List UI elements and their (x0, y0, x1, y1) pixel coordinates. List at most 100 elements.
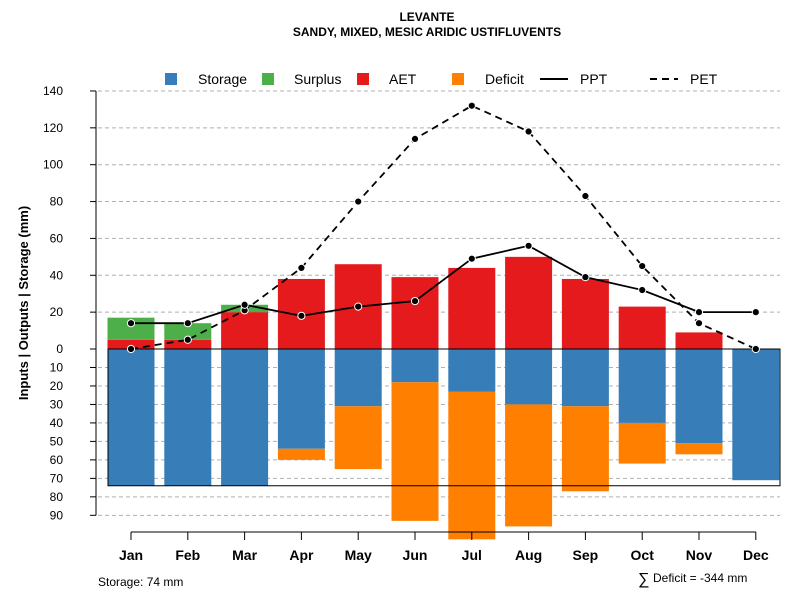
storage-capacity-box (107, 348, 781, 487)
storage-bar (107, 349, 155, 486)
lines (126, 101, 760, 354)
chart-subtitle: SANDY, MIXED, MESIC ARIDIC USTIFLUVENTS (293, 25, 561, 39)
y-tick-label: 100 (43, 158, 63, 172)
bars (107, 256, 780, 540)
chart-title: LEVANTE (399, 10, 454, 24)
pet-point (467, 101, 476, 110)
storage-capacity-outline (107, 348, 781, 487)
deficit-bar (505, 404, 553, 527)
legend-label-pet: PET (690, 71, 718, 87)
storage-bar (277, 349, 325, 449)
aet-bar (675, 332, 723, 349)
ppt-point (297, 311, 306, 320)
y-tick-label: 60 (50, 231, 64, 245)
y-tick-label: 80 (50, 195, 64, 209)
deficit-sum-symbol: ∑ (638, 571, 649, 588)
ppt-point (751, 308, 760, 317)
y-tick-label: 0 (56, 342, 63, 356)
y-tick-label: 30 (50, 397, 64, 411)
aet-bar (164, 339, 212, 349)
aet-bar (505, 256, 553, 349)
storage-bar (448, 349, 496, 392)
deficit-bar (675, 443, 723, 455)
y-tick-label: 120 (43, 121, 63, 135)
legend: Storage Surplus AET Deficit PPT PET (165, 71, 718, 87)
y-tick-label: 80 (50, 490, 64, 504)
legend-swatch-surplus (262, 73, 274, 85)
deficit-bar (334, 406, 382, 470)
storage-bar (334, 349, 382, 407)
deficit-note: Deficit = -344 mm (653, 571, 747, 585)
ppt-point (467, 254, 476, 263)
storage-bar (391, 349, 439, 383)
pet-point (354, 197, 363, 206)
ppt-line (131, 244, 756, 325)
aet-bar (561, 278, 609, 349)
pet-point (410, 134, 420, 143)
aet-bar (221, 312, 269, 349)
x-tick-label: Feb (175, 547, 200, 563)
axes: 0 20 40 60 80 100 120 140 10 20 30 40 50 60 70 80 90 Jan F… (43, 84, 769, 563)
legend-label-deficit: Deficit (485, 71, 524, 87)
x-tick-label: Nov (686, 547, 713, 563)
pet-point (581, 191, 590, 201)
storage-bar (164, 349, 212, 486)
y-tick-label: 40 (50, 268, 64, 282)
x-tick-label: Jan (119, 547, 143, 563)
pet-point (183, 335, 192, 344)
pet-point (297, 263, 306, 273)
ppt-point (410, 296, 420, 306)
x-tick-label: May (345, 547, 372, 563)
ppt-point (581, 273, 590, 282)
storage-bar (221, 349, 269, 486)
y-tick-label: 20 (50, 379, 64, 393)
surplus-bar (164, 323, 212, 340)
deficit-bar (448, 391, 496, 540)
ppt-point (354, 302, 363, 311)
storage-note: Storage: 74 mm (98, 575, 183, 589)
x-tick-label: Dec (743, 547, 769, 563)
storage-bar (732, 349, 780, 481)
x-tick-label: Mar (232, 547, 257, 563)
y-tick-label: 40 (50, 416, 64, 430)
y-tick-label: 20 (50, 305, 64, 319)
x-tick-label: Aug (515, 547, 542, 563)
x-tick-label: Jun (403, 547, 428, 563)
pet-point (524, 127, 533, 136)
storage-bar (505, 349, 553, 405)
x-tick-label: Jul (462, 547, 482, 563)
legend-label-storage: Storage (198, 71, 247, 87)
y-tick-label: 140 (43, 84, 63, 98)
aet-bar (448, 267, 496, 349)
legend-label-aet: AET (389, 71, 417, 87)
x-tick-label: Apr (289, 547, 314, 563)
x-tick-label: Sep (573, 547, 599, 563)
aet-bar (618, 306, 666, 349)
y-tick-label: 10 (50, 360, 64, 374)
y-tick-label: 70 (50, 471, 64, 485)
legend-swatch-aet (357, 73, 369, 85)
deficit-bar (391, 382, 439, 521)
deficit-bar (277, 448, 325, 460)
y-tick-label: 90 (50, 508, 64, 522)
pet-point (751, 344, 760, 354)
ppt-point (524, 241, 533, 250)
y-tick-label: 50 (50, 434, 64, 448)
x-tick-label: Oct (631, 547, 655, 563)
ppt-point (240, 300, 249, 309)
pet-point (126, 344, 136, 354)
legend-swatch-storage (165, 73, 177, 85)
y-tick-label: 60 (50, 453, 64, 467)
ppt-point (638, 285, 647, 295)
deficit-bar (618, 422, 666, 464)
pet-point (694, 319, 704, 328)
pet-point (638, 261, 647, 271)
storage-bar (618, 349, 666, 423)
storage-bar (675, 349, 723, 444)
deficit-bar (561, 406, 609, 492)
ppt-point (183, 319, 192, 328)
ppt-point (126, 319, 136, 328)
grid-lines (98, 90, 780, 516)
legend-label-surplus: Surplus (294, 71, 341, 87)
